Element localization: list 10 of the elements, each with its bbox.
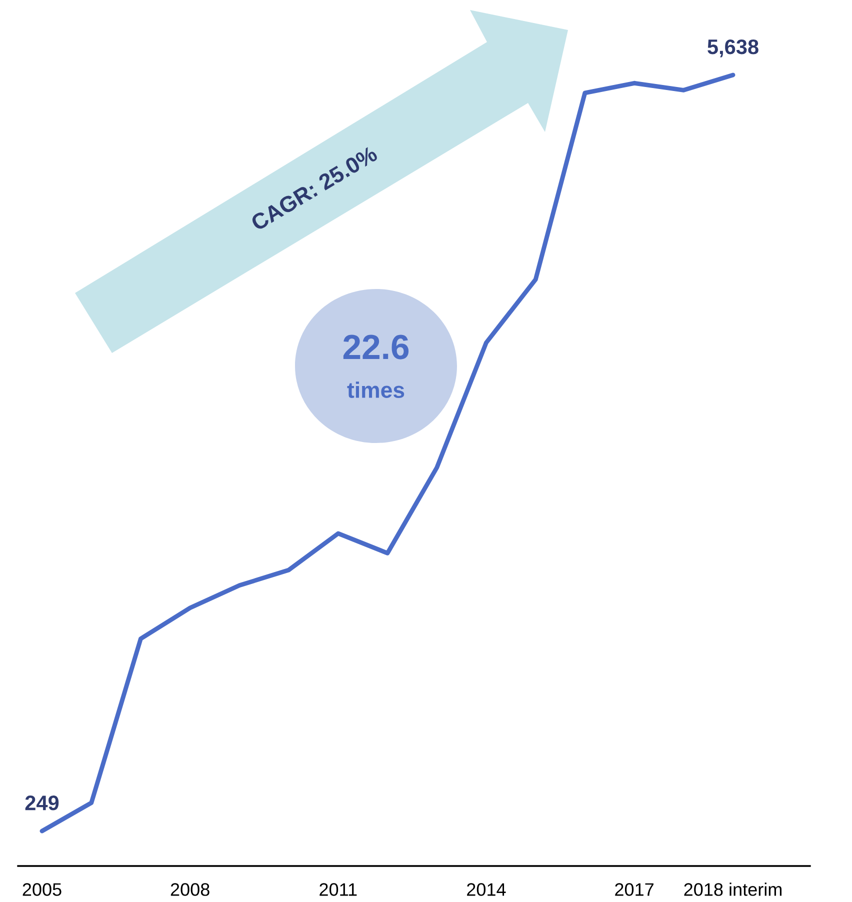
- data-label: 5,638: [708, 39, 758, 58]
- x-tick-label: 2017: [615, 883, 654, 896]
- x-tick-label: 2011: [320, 883, 357, 896]
- annotation: times: [347, 382, 404, 398]
- x-tick-label: 2005: [22, 883, 62, 896]
- annotation: 22.6: [343, 334, 409, 360]
- data-label: 249: [25, 796, 59, 810]
- x-tick-label: 2014: [467, 883, 506, 896]
- x-tick-label: 2018 interim: [684, 882, 782, 896]
- x-tick-label: 2008: [170, 883, 210, 896]
